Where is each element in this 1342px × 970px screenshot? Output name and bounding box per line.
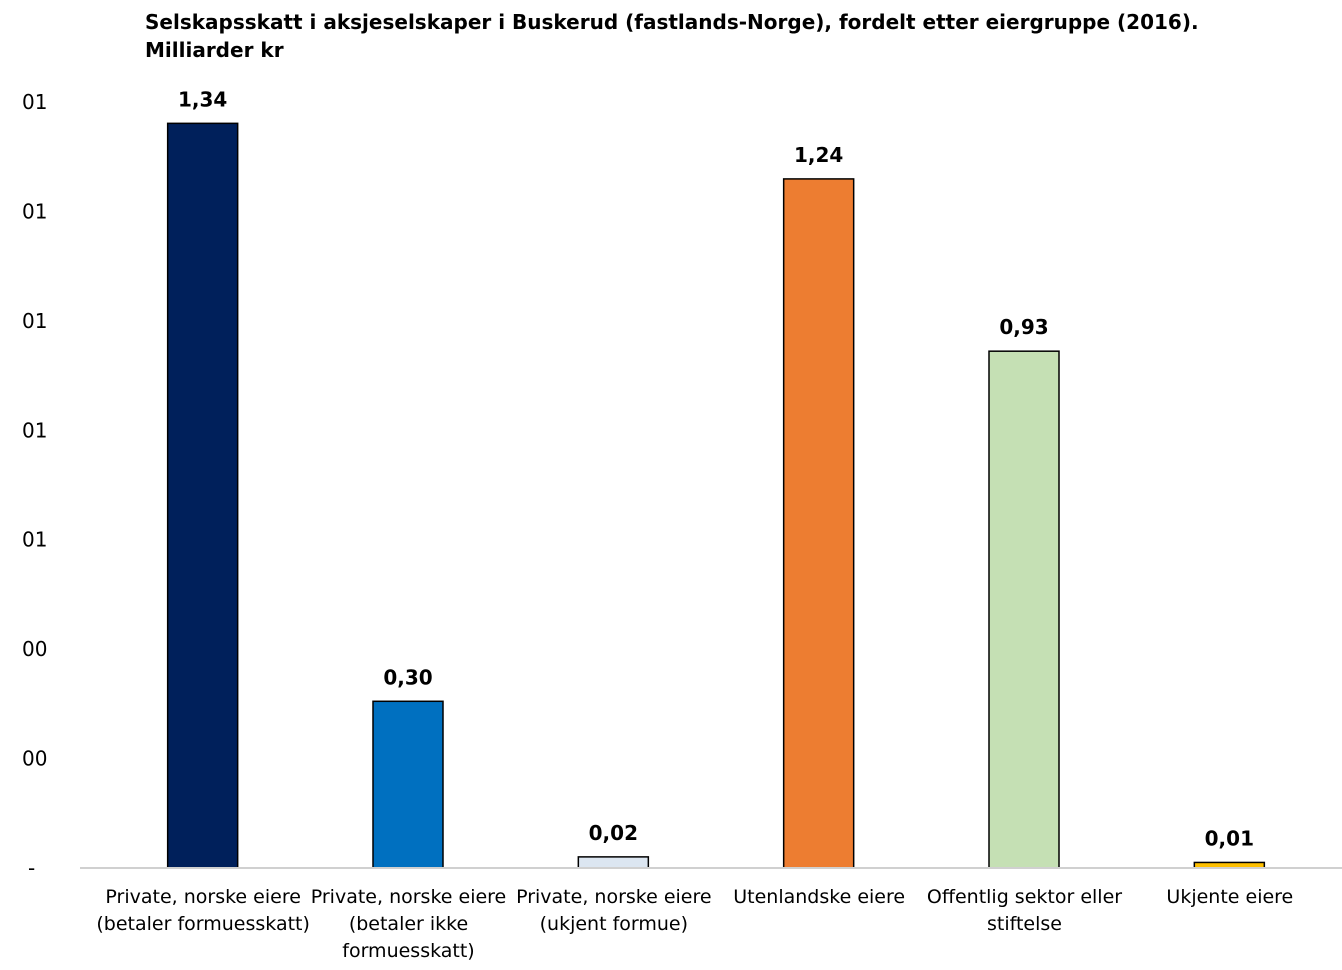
value-label: 0,30	[383, 665, 432, 689]
y-tick-label: 01	[22, 90, 47, 114]
x-tick-label: Ukjente eiere	[1166, 886, 1294, 908]
chart-title: Selskapsskatt i aksjeselskaper i Buskeru…	[145, 10, 1199, 62]
value-label: 1,34	[178, 87, 227, 111]
x-tick-label: Offentlig sektor eller stiftelse	[926, 886, 1123, 935]
bars	[166, 122, 1266, 869]
x-tick-label: Private, norske eiere (betaler ikke form…	[310, 886, 507, 962]
value-label: 0,02	[589, 821, 638, 845]
value-label: 1,24	[794, 143, 843, 167]
bar	[166, 122, 239, 869]
y-tick-label: 00	[22, 747, 47, 771]
y-tick-label: 01	[22, 309, 47, 333]
value-label: 0,93	[999, 315, 1048, 339]
y-tick-label: 00	[22, 637, 47, 661]
bar	[782, 178, 855, 869]
bar	[988, 350, 1060, 869]
bar	[372, 700, 444, 869]
x-tick-label: Private, norske eiere (ukjent formue)	[516, 886, 712, 935]
y-tick-label: 01	[22, 528, 47, 552]
bar	[577, 856, 650, 869]
x-tick-label: Utenlandske eiere	[733, 886, 906, 908]
y-tick-label: -	[28, 856, 35, 880]
y-tick-label: 01	[22, 418, 47, 442]
y-tick-label: 01	[22, 199, 47, 223]
y-axis-ticks: - 00 00 01 01 01 01 01	[22, 90, 47, 880]
value-label: 0,01	[1205, 826, 1254, 850]
x-tick-label: Private, norske eiere (betaler formuessk…	[96, 886, 310, 935]
value-labels: 1,34 0,30 0,02 1,24 0,93 0,01	[178, 87, 1254, 850]
